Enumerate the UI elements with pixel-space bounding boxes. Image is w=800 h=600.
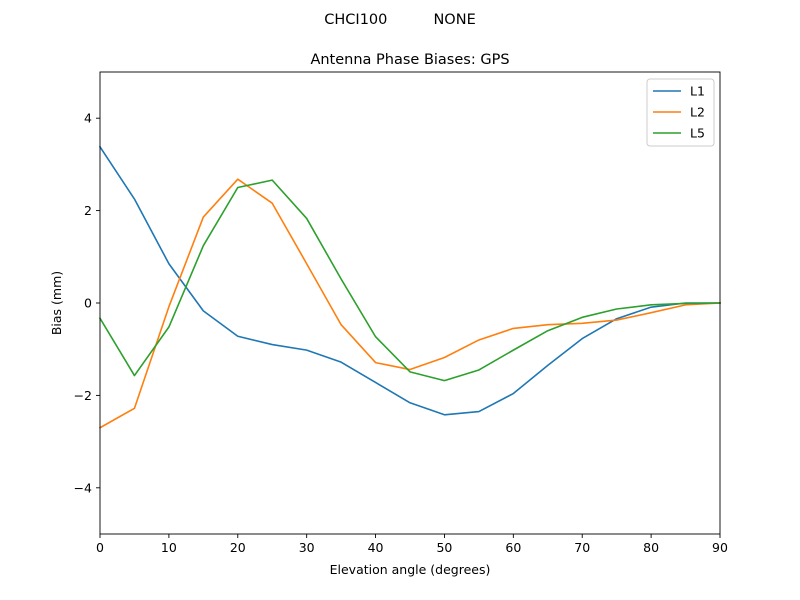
legend-label-l1: L1: [690, 84, 705, 99]
legend: L1 L2 L5: [646, 78, 715, 147]
x-tick-label: 0: [96, 540, 104, 555]
axes-layer: 0 10 20 30 40 50 60 70 80 90 −4 −2 0 2 4: [74, 71, 728, 555]
y-tick-label: −2: [74, 388, 92, 403]
series-layer: [98, 145, 721, 429]
y-tick-label: 2: [84, 203, 92, 218]
legend-label-l5: L5: [690, 126, 705, 141]
series-line-l5: [98, 179, 721, 382]
y-tick-label: 4: [84, 111, 92, 126]
x-tick-label: 10: [161, 540, 177, 555]
chart-suptitle: CHCI100 NONE: [324, 12, 475, 28]
chart-title: Antenna Phase Biases: GPS: [310, 52, 509, 68]
series-line-l2: [98, 178, 721, 429]
y-tick-label: −4: [74, 480, 92, 495]
plot-frame: [99, 71, 721, 535]
series-line-l1: [98, 145, 721, 416]
y-tick-label: 0: [84, 296, 92, 311]
y-axis-label: Bias (mm): [49, 271, 64, 335]
x-tick-label: 20: [230, 540, 246, 555]
x-tick-label: 70: [574, 540, 590, 555]
x-tick-label: 50: [436, 540, 452, 555]
x-tick-label: 90: [712, 540, 728, 555]
x-tick-label: 80: [643, 540, 659, 555]
x-tick-label: 40: [368, 540, 384, 555]
x-axis-label: Elevation angle (degrees): [330, 562, 491, 577]
x-tick-label: 60: [505, 540, 521, 555]
legend-label-l2: L2: [690, 105, 705, 120]
x-tick-label: 30: [299, 540, 315, 555]
